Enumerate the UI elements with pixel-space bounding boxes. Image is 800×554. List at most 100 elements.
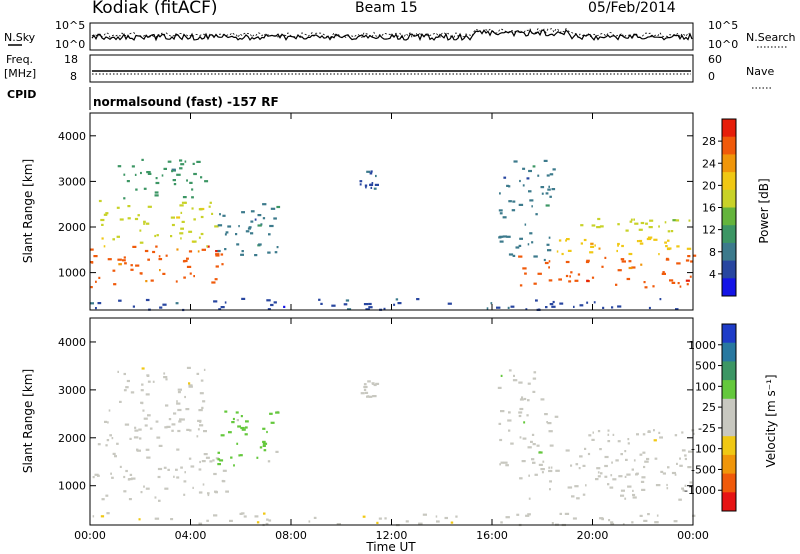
data-cell: [670, 230, 674, 233]
data-cell: [158, 258, 163, 261]
cpid-label: CPID: [7, 88, 36, 101]
data-cell: [665, 245, 668, 248]
data-cell: [516, 513, 520, 516]
data-cell: [211, 281, 216, 284]
data-cell: [383, 307, 386, 310]
data-cell: [179, 159, 183, 162]
data-cell: [597, 471, 600, 474]
data-cell: [627, 442, 630, 445]
data-cell: [531, 241, 534, 244]
data-cell: [199, 208, 203, 211]
velocity-colorbar: 1000 500 100 25 -25 -100 -500 -1000: [684, 323, 737, 512]
data-cell: [152, 380, 155, 383]
colorbar-tick-label: 24: [702, 157, 716, 170]
data-cell: [498, 209, 503, 212]
data-cell: [197, 428, 200, 431]
data-cell: [528, 169, 532, 173]
data-cell: [119, 400, 122, 403]
data-cell: [90, 286, 93, 289]
data-cell: [331, 304, 336, 307]
colorbar-swatch: [722, 324, 736, 344]
data-cell: [585, 260, 590, 264]
data-cell: [552, 300, 555, 304]
data-cell: [677, 282, 680, 285]
data-cell: [667, 466, 670, 469]
data-cell: [211, 212, 214, 215]
data-cell: [567, 486, 573, 489]
data-cell: [217, 224, 223, 227]
data-cell: [369, 183, 374, 186]
data-cell: [145, 448, 150, 451]
x-tick-label: 12:00: [376, 529, 408, 542]
data-cell: [129, 437, 132, 440]
data-cell: [101, 223, 104, 226]
data-cell: [240, 454, 243, 457]
freq-frame: [89, 54, 694, 83]
data-cell: [499, 235, 504, 238]
data-cell: [548, 260, 551, 263]
data-cell: [639, 453, 643, 456]
data-cell: [675, 308, 679, 311]
data-cell: [597, 430, 601, 433]
data-cell: [364, 184, 368, 187]
data-cell: [147, 172, 152, 175]
data-cell: [154, 496, 157, 499]
data-cell: [530, 440, 533, 443]
data-cell: [522, 184, 525, 187]
data-cell: [128, 498, 132, 501]
data-cell: [524, 223, 527, 226]
data-cell: [236, 442, 239, 445]
data-cell: [240, 253, 244, 256]
data-cell: [180, 227, 184, 230]
nsky-trace: [91, 29, 693, 42]
data-cell: [534, 473, 538, 476]
data-cell: [273, 301, 277, 304]
data-cell: [257, 214, 262, 217]
data-cell: [659, 298, 662, 301]
data-cell: [207, 492, 210, 495]
data-cell: [132, 305, 135, 308]
data-cell: [258, 243, 262, 246]
data-cell: [112, 452, 116, 455]
data-cell: [544, 261, 549, 265]
data-cell: [154, 517, 160, 520]
x-tick-label: 08:00: [275, 529, 307, 542]
data-cell: [561, 252, 564, 256]
data-cell: [508, 200, 512, 203]
data-cell: [135, 188, 138, 191]
data-cell: [232, 417, 235, 421]
data-cell: [617, 223, 620, 226]
data-cell: [422, 513, 427, 516]
data-cell: [676, 262, 681, 265]
data-cell: [201, 406, 204, 409]
data-cell: [190, 465, 195, 468]
data-cell: [250, 210, 255, 213]
data-cell: [499, 463, 501, 466]
data-cell: [164, 487, 169, 490]
data-cell: [203, 453, 208, 456]
data-cell: [500, 410, 505, 413]
data-cell: [365, 186, 367, 189]
data-cell: [236, 243, 240, 246]
data-cell: [124, 262, 127, 265]
data-cell: [549, 303, 554, 306]
data-cell: [648, 226, 653, 229]
data-cell: [268, 233, 271, 236]
data-cell: [655, 484, 661, 487]
data-cell: [547, 188, 551, 191]
data-cell: [165, 378, 168, 381]
data-cell: [206, 245, 208, 248]
data-cell: [551, 522, 554, 525]
data-cell: [263, 512, 266, 515]
data-cell: [212, 459, 215, 462]
data-cell: [208, 205, 211, 208]
data-cell: [262, 217, 266, 220]
data-cell: [687, 466, 692, 469]
data-cell: [130, 264, 133, 267]
data-cell: [262, 442, 268, 445]
data-cell: [653, 429, 655, 432]
y-tick-label: 4000: [58, 130, 86, 143]
data-cell: [508, 411, 511, 414]
data-cell: [642, 451, 646, 454]
data-cell: [639, 242, 644, 245]
